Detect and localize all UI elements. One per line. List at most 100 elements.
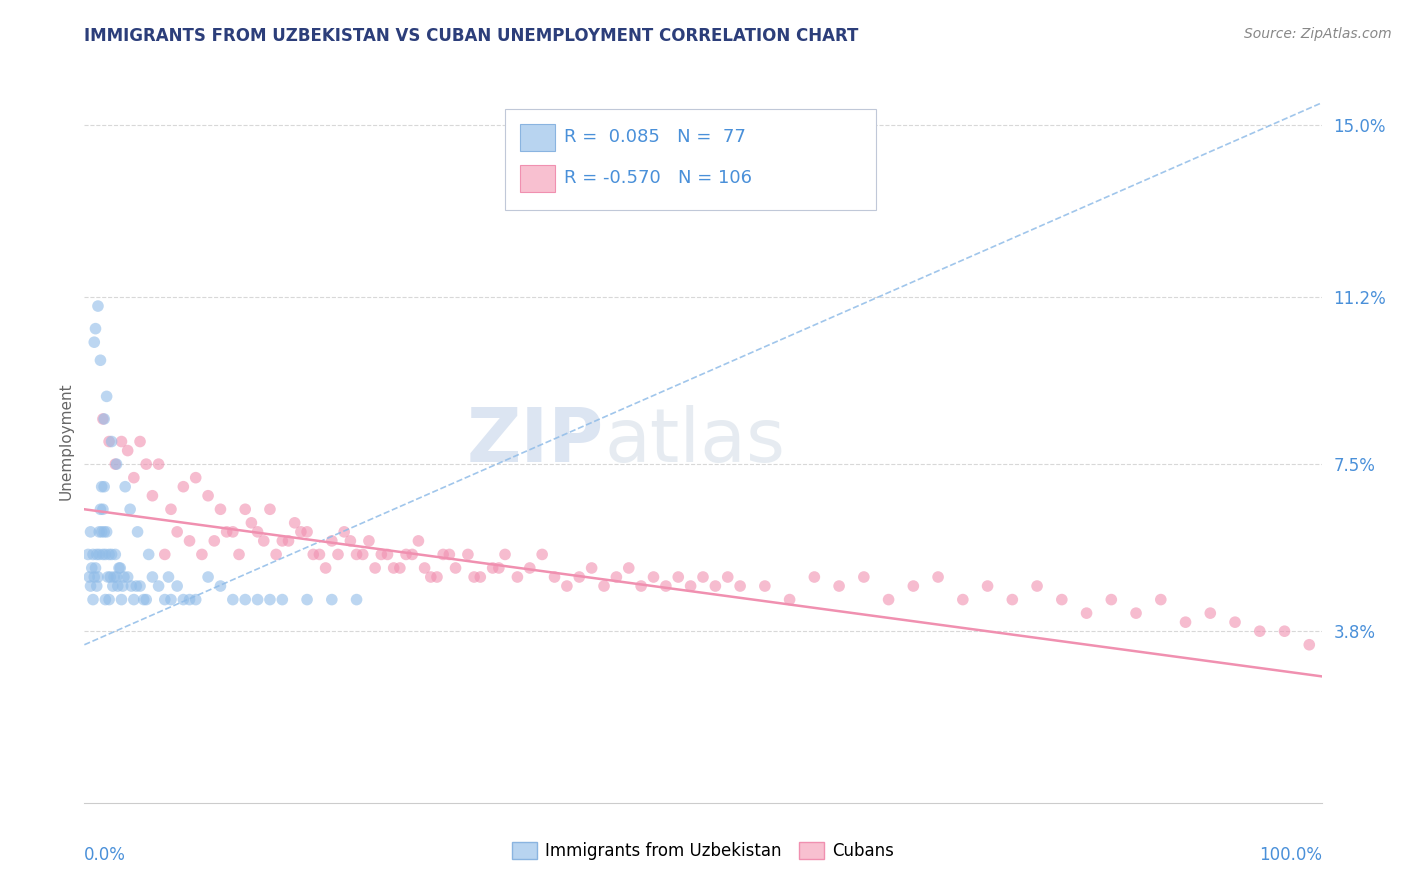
Point [93,480,115,494]
Point [555,579,578,593]
Point [202,533,225,548]
Point [209,502,232,516]
Point [506,570,529,584]
Point [401,548,423,562]
Point [127,524,149,539]
Point [439,548,461,562]
Point [581,561,603,575]
Text: IMMIGRANTS FROM UZBEKISTAN VS CUBAN UNEMPLOYMENT CORRELATION CHART: IMMIGRANTS FROM UZBEKISTAN VS CUBAN UNEM… [84,27,859,45]
Point [89,548,111,562]
Point [117,570,139,584]
Point [148,457,170,471]
Point [976,579,998,593]
Point [87,299,110,313]
Point [382,561,405,575]
Point [228,548,250,562]
Point [197,570,219,584]
Point [222,524,245,539]
Point [290,524,312,539]
Bar [520,124,554,151]
Point [395,548,418,562]
Point [531,548,554,562]
Point [295,524,318,539]
Point [952,592,974,607]
Point [172,592,194,607]
Point [617,561,640,575]
Point [470,570,492,584]
Point [568,570,591,584]
Point [103,570,125,584]
Point [86,579,108,593]
Point [83,570,105,584]
Text: ZIP: ZIP [467,405,605,478]
Point [1249,624,1271,639]
Point [105,570,128,584]
Point [1001,592,1024,607]
Point [494,548,516,562]
Point [1199,606,1222,620]
Point [233,592,256,607]
Point [1050,592,1073,607]
Point [96,389,118,403]
Point [138,548,160,562]
Text: 0.0%: 0.0% [84,847,127,864]
Point [107,579,129,593]
Point [112,570,135,584]
Point [141,570,163,584]
Point [903,579,925,593]
Point [91,412,114,426]
Point [264,548,287,562]
Point [98,548,121,562]
Point [93,412,115,426]
Point [370,548,392,562]
Point [125,579,148,593]
Point [100,548,122,562]
Point [927,570,949,584]
Point [728,579,751,593]
Point [89,353,111,368]
Point [803,570,825,584]
Point [271,592,294,607]
Point [120,502,142,516]
Point [426,570,449,584]
Point [98,592,121,607]
Point [593,579,616,593]
Point [408,533,430,548]
Point [692,570,714,584]
Point [828,579,851,593]
Point [326,548,349,562]
Point [630,579,652,593]
Point [153,548,176,562]
Point [82,592,104,607]
Point [100,434,122,449]
Point [83,335,105,350]
Point [104,548,127,562]
Point [1298,638,1320,652]
Point [84,321,107,335]
Legend: Immigrants from Uzbekistan, Cubans: Immigrants from Uzbekistan, Cubans [506,835,900,867]
Point [122,592,145,607]
FancyBboxPatch shape [505,109,876,211]
Point [179,592,201,607]
Point [222,592,245,607]
Point [104,457,127,471]
Point [1174,615,1197,630]
Point [233,502,256,516]
Point [97,570,120,584]
Y-axis label: Unemployment: Unemployment [58,383,73,500]
Point [259,592,281,607]
Point [79,570,101,584]
Point [333,524,356,539]
Point [413,561,436,575]
Text: R =  0.085   N =  77: R = 0.085 N = 77 [564,128,747,145]
Point [110,592,132,607]
Point [98,434,121,449]
Point [704,579,727,593]
Point [643,570,665,584]
Text: Source: ZipAtlas.com: Source: ZipAtlas.com [1244,27,1392,41]
Point [364,561,387,575]
Point [166,524,188,539]
Point [79,524,101,539]
Point [105,457,128,471]
Point [321,533,343,548]
